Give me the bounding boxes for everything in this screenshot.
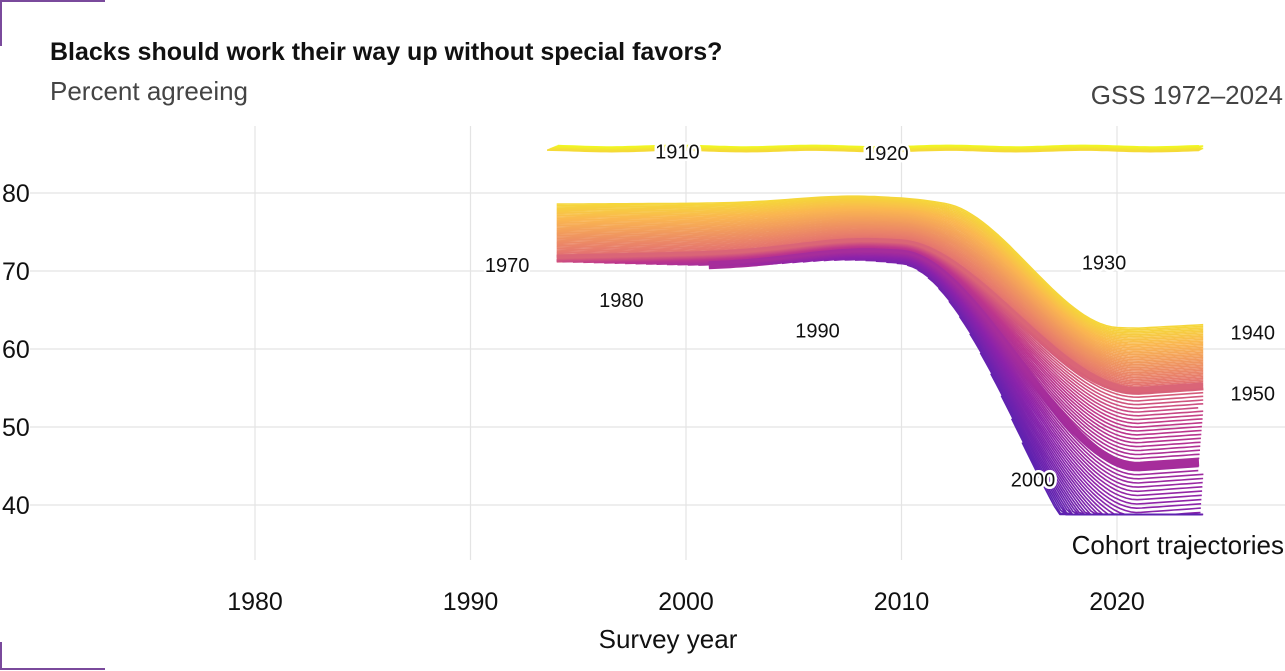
- x-tick-label: 1990: [443, 588, 499, 616]
- cohort-line: [556, 233, 1204, 382]
- cohort-line: [556, 219, 1204, 363]
- cohort-line: [1021, 442, 1200, 516]
- cohort-label-1910: 1910: [655, 142, 700, 164]
- cohort-labels-layer: 1910 1920 1930 1940 1950 1970 1980 1990 2000: [482, 139, 1277, 494]
- cohort-line: [556, 218, 1204, 361]
- cohort-line: [556, 217, 1204, 359]
- cohort-line: [556, 223, 1204, 367]
- cohort-line: [556, 236, 1204, 386]
- cohort-line: [556, 207, 1204, 346]
- cohort-label-1930: 1930: [1082, 252, 1127, 274]
- cohort-line: [556, 212, 1204, 353]
- cohort-line: [556, 230, 1204, 377]
- cohort-line: [546, 149, 1199, 153]
- cohort-label-1970: 1970: [485, 255, 530, 277]
- x-axis-label: Survey year: [599, 624, 738, 654]
- cohort-line: [556, 214, 1204, 356]
- cohort-label-1940: 1940: [1231, 323, 1276, 345]
- cohort-line: [556, 232, 1204, 381]
- y-tick-label: 40: [2, 492, 30, 520]
- chart-subtitle: Percent agreeing: [50, 76, 249, 106]
- cohort-line: [556, 208, 1204, 348]
- cohort-line: [556, 215, 1204, 358]
- cohort-line: [556, 231, 1204, 379]
- corner-mark-top-horizontal: [0, 0, 105, 2]
- cohort-line: [556, 197, 1204, 333]
- cohort-label-1980: 1980: [599, 290, 644, 312]
- y-tick-label: 50: [2, 414, 30, 442]
- corner-mark-top-vertical: [0, 0, 2, 46]
- corner-mark-bottom-vertical: [0, 642, 2, 670]
- cohort-line: [556, 220, 1204, 364]
- y-tick-label: 70: [2, 258, 30, 286]
- cohort-line: [556, 235, 1204, 384]
- x-tick-label: 2020: [1089, 588, 1145, 616]
- cohort-line: [556, 202, 1204, 339]
- cohort-line: [556, 211, 1204, 351]
- chart-title: Blacks should work their way up without …: [50, 38, 723, 66]
- source-label: GSS 1972–2024: [1090, 80, 1283, 110]
- cohort-line: [556, 196, 1204, 331]
- cohort-line: [556, 203, 1204, 341]
- cohort-label-1990: 1990: [795, 320, 840, 342]
- cohort-line: [556, 224, 1204, 369]
- cohort-label-2000: 2000: [1011, 469, 1056, 491]
- corner-mark-bottom-horizontal: [0, 668, 105, 670]
- cohort-line: [556, 195, 1204, 330]
- cohort-line: [556, 209, 1204, 349]
- tick-labels-layer: 1980 1990 2000 2010 2020 40 50 60 70 80: [2, 180, 1145, 616]
- cohort-line: [556, 221, 1204, 366]
- cohort-line: [556, 226, 1204, 372]
- x-tick-label: 1980: [227, 588, 283, 616]
- cohort-line: [556, 200, 1204, 336]
- cohort-lines-layer: [546, 144, 1204, 516]
- y-tick-label: 80: [2, 180, 30, 208]
- cohort-label-1950: 1950: [1231, 383, 1276, 405]
- x-tick-label: 2010: [874, 588, 930, 616]
- cohort-line: [556, 229, 1204, 376]
- cohort-line: [556, 205, 1204, 343]
- cohort-trajectories-annotation: Cohort trajectories: [1072, 530, 1284, 560]
- y-tick-label: 60: [2, 336, 30, 364]
- cohort-line: [556, 225, 1204, 371]
- cohort-line: [556, 206, 1204, 344]
- cohort-label-1920: 1920: [864, 143, 909, 165]
- cohort-line: [556, 201, 1204, 338]
- cohort-line: [556, 227, 1204, 374]
- cohort-line: [556, 199, 1204, 334]
- cohort-line: [556, 213, 1204, 354]
- x-tick-label: 2000: [658, 588, 714, 616]
